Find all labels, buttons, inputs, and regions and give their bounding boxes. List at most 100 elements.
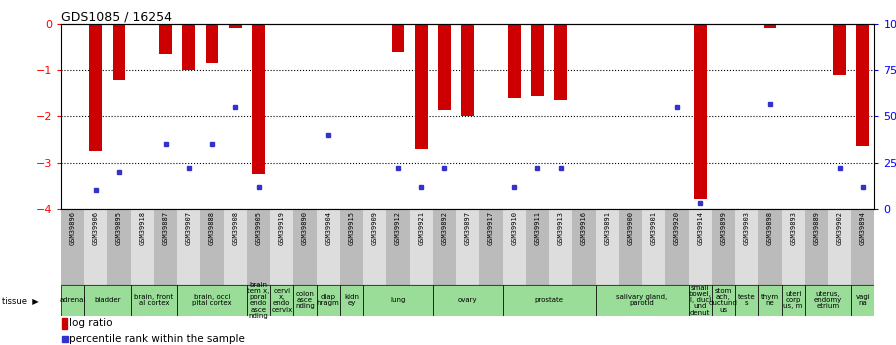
Text: brain, front
al cortex: brain, front al cortex — [134, 294, 174, 306]
Text: GSM39918: GSM39918 — [139, 211, 145, 245]
Text: GSM39897: GSM39897 — [465, 211, 470, 245]
Bar — [340, 285, 363, 316]
Bar — [293, 285, 316, 316]
Bar — [224, 209, 247, 285]
Bar — [555, 24, 567, 100]
Text: GSM39888: GSM39888 — [209, 211, 215, 245]
Bar — [159, 24, 172, 54]
Text: GSM39914: GSM39914 — [697, 211, 703, 245]
Bar — [270, 209, 293, 285]
Text: GSM39895: GSM39895 — [116, 211, 122, 245]
Bar — [503, 209, 526, 285]
Bar — [503, 285, 596, 316]
Text: log ratio: log ratio — [69, 318, 113, 328]
Bar — [433, 285, 503, 316]
Text: GSM39896: GSM39896 — [70, 211, 75, 245]
Text: diap
hragm: diap hragm — [317, 294, 340, 306]
Bar — [805, 209, 828, 285]
Text: stom
ach,
ductund
us: stom ach, ductund us — [709, 288, 737, 313]
Text: GSM39893: GSM39893 — [790, 211, 797, 245]
Bar — [293, 209, 316, 285]
Text: GSM39905: GSM39905 — [255, 211, 262, 245]
Bar — [461, 24, 474, 117]
Text: colon
asce
nding: colon asce nding — [295, 291, 314, 309]
Bar — [61, 285, 84, 316]
Bar — [531, 24, 544, 96]
Bar — [828, 209, 851, 285]
Text: cervi
x,
endo
cervix: cervi x, endo cervix — [271, 288, 292, 313]
Text: vagi
na: vagi na — [856, 294, 870, 306]
Bar — [108, 209, 131, 285]
Text: GSM39892: GSM39892 — [442, 211, 447, 245]
Bar — [84, 209, 108, 285]
Text: thym
ne: thym ne — [761, 294, 779, 306]
Text: GSM39890: GSM39890 — [302, 211, 308, 245]
Bar — [205, 24, 219, 63]
Bar — [619, 209, 642, 285]
Text: GSM39898: GSM39898 — [767, 211, 773, 245]
Bar — [833, 24, 846, 75]
Bar — [316, 285, 340, 316]
Text: tissue  ▶: tissue ▶ — [2, 296, 39, 305]
Bar — [415, 24, 427, 149]
Bar — [131, 209, 154, 285]
Bar — [857, 24, 869, 146]
Bar — [409, 209, 433, 285]
Bar — [735, 209, 758, 285]
Bar — [456, 209, 479, 285]
Text: GSM39906: GSM39906 — [93, 211, 99, 245]
Bar — [247, 285, 270, 316]
Bar — [851, 209, 874, 285]
Bar — [84, 285, 131, 316]
Text: brain
tem x,
poral
endo
asce
nding: brain tem x, poral endo asce nding — [247, 282, 270, 319]
Bar — [340, 209, 363, 285]
Bar — [252, 24, 265, 174]
Text: GSM39911: GSM39911 — [534, 211, 540, 245]
Text: uteri
corp
us, m: uteri corp us, m — [783, 291, 803, 309]
Bar — [386, 209, 409, 285]
Bar — [763, 24, 776, 28]
Text: uterus,
endomy
etrium: uterus, endomy etrium — [814, 291, 842, 309]
Bar — [322, 24, 334, 25]
Bar — [805, 285, 851, 316]
Text: prostate: prostate — [535, 297, 564, 303]
Bar — [228, 24, 242, 28]
Bar — [247, 209, 270, 285]
Bar — [363, 209, 386, 285]
Text: GSM39908: GSM39908 — [232, 211, 238, 245]
Bar — [526, 209, 549, 285]
Text: GSM39900: GSM39900 — [627, 211, 633, 245]
Bar — [90, 24, 102, 151]
Bar — [758, 209, 781, 285]
Bar — [666, 209, 688, 285]
Text: GSM39901: GSM39901 — [650, 211, 657, 245]
Bar — [851, 285, 874, 316]
Bar — [549, 209, 573, 285]
Text: GSM39917: GSM39917 — [488, 211, 494, 245]
Text: GSM39891: GSM39891 — [604, 211, 610, 245]
Bar — [316, 209, 340, 285]
Text: GSM39894: GSM39894 — [860, 211, 866, 245]
Bar — [688, 285, 711, 316]
Text: small
bowel,
I, ducl
und
denut: small bowel, I, ducl und denut — [689, 285, 711, 316]
Bar — [694, 24, 707, 199]
Bar — [688, 209, 711, 285]
Bar — [573, 209, 596, 285]
Text: GSM39903: GSM39903 — [744, 211, 750, 245]
Bar — [642, 209, 666, 285]
Bar — [735, 285, 758, 316]
Bar — [61, 209, 84, 285]
Text: GSM39916: GSM39916 — [581, 211, 587, 245]
Bar — [596, 209, 619, 285]
Bar — [433, 209, 456, 285]
Text: kidn
ey: kidn ey — [344, 294, 359, 306]
Text: GSM39909: GSM39909 — [372, 211, 378, 245]
Bar — [63, 318, 67, 329]
Bar — [596, 285, 688, 316]
Text: GSM39887: GSM39887 — [162, 211, 168, 245]
Text: GSM39904: GSM39904 — [325, 211, 332, 245]
Text: GSM39902: GSM39902 — [837, 211, 842, 245]
Text: GDS1085 / 16254: GDS1085 / 16254 — [61, 10, 172, 23]
Text: teste
s: teste s — [737, 294, 755, 306]
Bar — [177, 209, 201, 285]
